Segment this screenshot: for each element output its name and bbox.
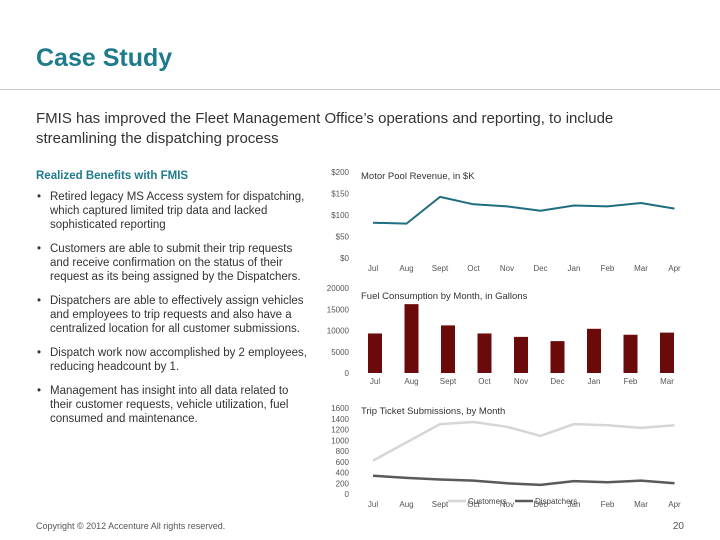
chart-title: Trip Ticket Submissions, by Month [361, 406, 505, 417]
legend-label: Customers [468, 497, 507, 506]
x-tick-label: Jul [368, 264, 378, 273]
x-tick-label: Nov [500, 500, 514, 509]
benefit-item: Management has insight into all data rel… [36, 384, 308, 426]
x-tick-label: Dec [533, 500, 547, 509]
y-tick-label: 400 [336, 469, 350, 478]
x-tick-label: Jul [368, 500, 378, 509]
y-tick-label: 15000 [327, 305, 350, 314]
fuel-bar [441, 325, 455, 373]
x-tick-label: Oct [478, 377, 491, 386]
y-tick-label: 1400 [331, 415, 349, 424]
copyright-footer: Copyright © 2012 Accenture All rights re… [36, 521, 226, 531]
benefit-item: Dispatchers are able to effectively assi… [36, 294, 308, 336]
x-tick-label: Apr [668, 264, 681, 273]
x-tick-label: Jul [370, 377, 380, 386]
y-tick-label: 0 [345, 490, 350, 499]
chart-title: Motor Pool Revenue, in $K [361, 171, 475, 182]
intro-text: FMIS has improved the Fleet Management O… [36, 110, 614, 147]
fuel-bar [623, 334, 638, 373]
y-tick-label: 1600 [331, 404, 349, 413]
x-tick-label: Jan [588, 377, 601, 386]
y-tick-label: $50 [336, 233, 350, 242]
benefit-item: Dispatch work now accomplished by 2 empl… [36, 346, 308, 374]
fuel-bar [368, 333, 382, 373]
x-tick-label: Nov [514, 377, 528, 386]
series-line [372, 420, 675, 462]
x-tick-label: Aug [399, 264, 413, 273]
x-tick-label: Feb [601, 500, 615, 509]
x-tick-label: Jan [568, 500, 581, 509]
title-divider [0, 89, 720, 90]
benefit-item: Retired legacy MS Access system for disp… [36, 190, 308, 232]
y-tick-label: 1200 [331, 426, 349, 435]
x-tick-label: Aug [399, 500, 413, 509]
benefits-list: Retired legacy MS Access system for disp… [36, 190, 308, 436]
x-tick-label: Feb [601, 264, 615, 273]
x-tick-label: Sept [440, 377, 457, 386]
legend-label: Dispatchers [535, 497, 577, 506]
page-title: Case Study [36, 44, 173, 72]
benefit-item: Customers are able to submit their trip … [36, 242, 308, 284]
y-tick-label: 20000 [327, 284, 350, 293]
y-tick-label: 0 [345, 369, 350, 378]
fuel-bar [404, 304, 419, 373]
x-tick-label: Dec [550, 377, 564, 386]
chart-title: Fuel Consumption by Month, in Gallons [361, 291, 528, 302]
x-tick-label: Sept [432, 500, 449, 509]
x-tick-label: Mar [660, 377, 674, 386]
x-tick-label: Apr [668, 500, 681, 509]
y-tick-label: $0 [340, 254, 349, 263]
page-number: 20 [672, 521, 684, 532]
y-tick-label: $150 [331, 190, 349, 199]
y-tick-label: $100 [331, 211, 349, 220]
series-line [372, 474, 675, 487]
benefits-heading: Realized Benefits with FMIS [36, 170, 189, 182]
y-tick-label: 1000 [331, 436, 349, 445]
y-tick-label: 5000 [331, 348, 349, 357]
series-line [372, 195, 675, 225]
x-tick-label: Dec [533, 264, 547, 273]
y-tick-label: 200 [336, 479, 350, 488]
x-tick-label: Mar [634, 500, 648, 509]
fuel-bar [514, 336, 528, 373]
x-tick-label: Sept [432, 264, 449, 273]
x-tick-label: Mar [634, 264, 648, 273]
x-tick-label: Oct [467, 500, 480, 509]
y-tick-label: $200 [331, 168, 349, 177]
y-tick-label: 10000 [327, 327, 350, 336]
x-tick-label: Jan [568, 264, 581, 273]
x-tick-label: Aug [404, 377, 418, 386]
x-tick-label: Oct [467, 264, 480, 273]
fuel-bar [587, 328, 601, 373]
x-tick-label: Nov [500, 264, 514, 273]
fuel-bar [477, 333, 492, 373]
fuel-bar [660, 332, 674, 373]
y-tick-label: 800 [336, 447, 350, 456]
x-tick-label: Feb [624, 377, 638, 386]
fuel-bar [550, 341, 565, 373]
y-tick-label: 600 [336, 458, 350, 467]
